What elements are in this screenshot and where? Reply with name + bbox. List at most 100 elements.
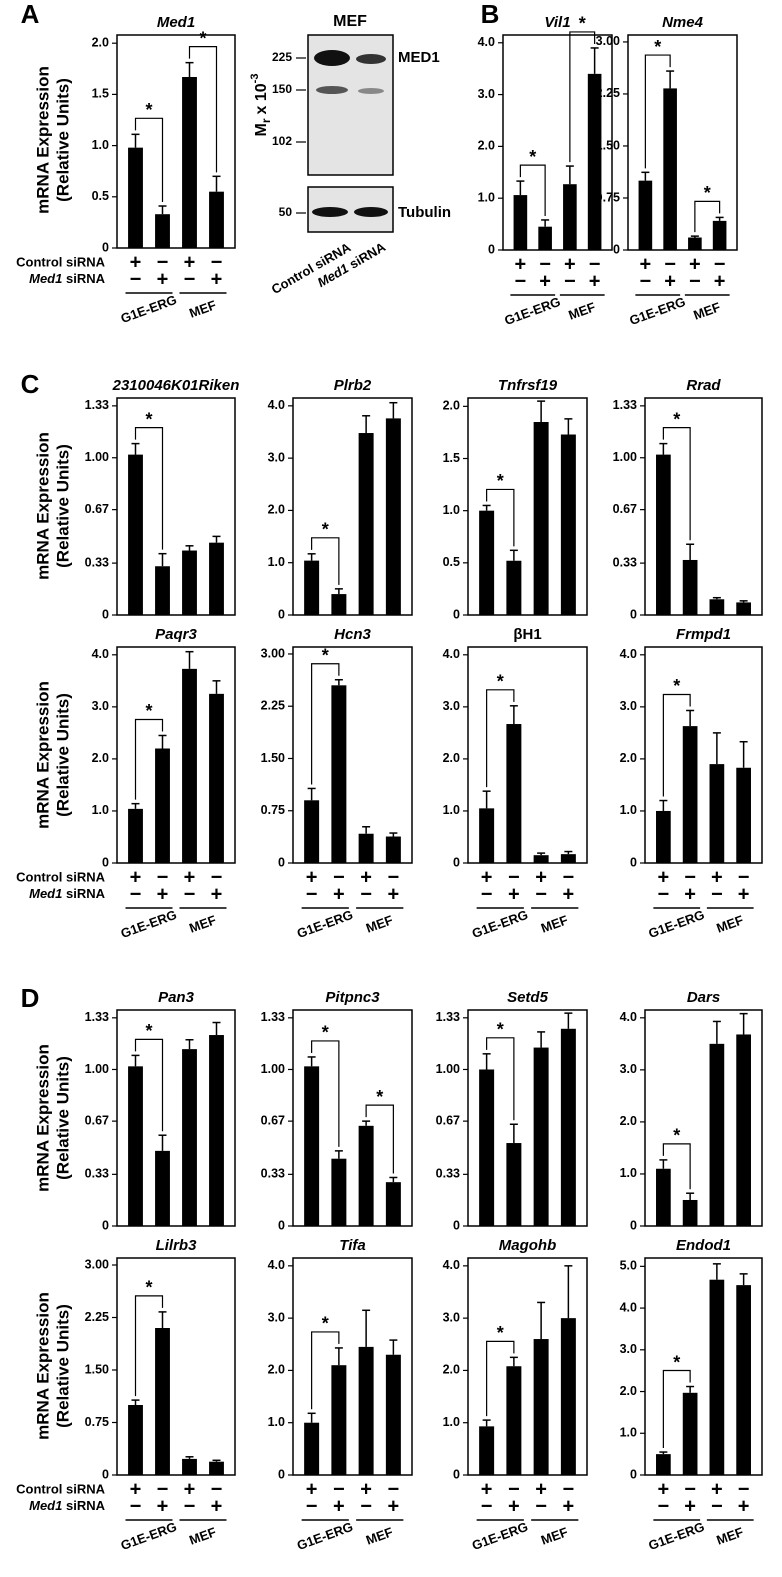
error-bar [482,790,491,809]
chart-title: Endod1 [676,1237,731,1254]
plot-frame [627,34,738,251]
y-axis-label: (Relative Units) [53,444,72,568]
group-label: G1E-ERG [470,907,530,941]
y-tick-label: 4.0 [443,1258,460,1272]
y-tick-label: 0.5 [92,189,109,203]
significance-label: * [497,471,504,491]
error-bar [509,1123,518,1144]
y-tick-label: 1.0 [268,1415,285,1429]
y-tick-label: 0 [453,607,460,621]
condition-sign: − [539,253,551,275]
plot-frame [116,1257,236,1476]
group-label: G1E-ERG [295,907,355,941]
error-bar [307,787,316,801]
error-bar [334,1347,343,1366]
bar [682,1392,698,1475]
group-label: G1E-ERG [502,294,562,328]
band-label: Tubulin [398,204,451,221]
significance-label: * [322,645,329,665]
chart-title: Pitpnc3 [325,989,380,1006]
bar [533,421,549,615]
row-label: Control siRNA [16,1481,105,1496]
error-bar [131,1399,140,1405]
row-label: Control siRNA [16,869,105,884]
blot-band [316,86,348,94]
bar [656,1454,671,1475]
label-part: Med1 [29,271,62,286]
group-label: MEF [691,299,722,323]
condition-sign: + [711,1478,723,1500]
y-tick-label: 0.67 [85,502,109,516]
label-part: r [259,118,273,123]
condition-sign: − [333,866,345,888]
error-bar [389,1339,398,1355]
y-tick-label: 1.33 [85,1010,109,1024]
y-tick-label: 1.5 [443,451,460,465]
y-tick-label: 1.00 [261,1062,285,1076]
significance-label: * [145,1021,152,1041]
plot-frame [116,646,236,864]
row-label: Med1 siRNA [29,886,105,901]
bar [709,1279,725,1475]
y-tick-label: 3.0 [620,1062,637,1076]
bar [709,599,725,615]
error-bar [686,543,695,560]
condition-sign: − [714,253,726,275]
condition-sign: − [211,1478,223,1500]
condition-sign: − [157,251,169,273]
error-bar [686,1385,695,1393]
y-tick-label: 0.67 [436,1113,460,1127]
condition-sign: − [360,883,372,905]
y-axis-label: mRNA Expression [33,432,52,580]
panel-letter: D [21,983,40,1013]
error-bar [212,1021,221,1036]
y-tick-label: 3.00 [596,34,620,48]
y-tick-label: 1.00 [436,1062,460,1076]
bar [331,685,347,863]
group-label: MEF [364,1524,395,1548]
bar [182,1458,197,1475]
y-tick-label: 0.67 [613,502,637,516]
condition-sign: − [640,270,652,292]
blot-band [356,54,386,64]
error-bar [131,442,140,455]
bar [656,1168,671,1226]
bar [563,184,577,250]
condition-sign: − [333,1478,345,1500]
significance-label: * [654,37,661,57]
error-bar [212,1459,221,1462]
y-tick-label: 4.0 [478,35,495,49]
error-bar [185,1038,194,1050]
error-bar [509,705,518,725]
bar [709,1043,725,1226]
y-tick-label: 0 [278,607,285,621]
y-tick-label: 1.00 [613,450,637,464]
error-bar [537,852,546,856]
y-tick-label: 3.0 [92,699,109,713]
condition-sign: + [388,1495,400,1517]
bar [358,433,374,615]
bar [560,1318,576,1475]
bar [736,1034,751,1226]
plot-frame [644,646,763,864]
condition-sign: + [515,253,527,275]
y-tick-label: 4.0 [443,647,460,661]
error-bar [659,1451,668,1455]
condition-sign: + [157,1495,169,1517]
bar [560,854,576,863]
significance-label: * [529,147,536,167]
chart-title: Tifa [339,1237,365,1254]
y-tick-label: 1.33 [436,1010,460,1024]
plot-frame [292,1257,413,1476]
y-tick-label: 0.33 [613,555,637,569]
error-bar [307,553,316,561]
plot-frame [116,34,236,249]
error-bar [212,175,221,192]
condition-sign: − [589,253,601,275]
bar [128,147,143,248]
bar [736,767,751,863]
label-part: Med1 [29,886,62,901]
bar [182,550,197,615]
group-label: G1E-ERG [119,907,179,941]
